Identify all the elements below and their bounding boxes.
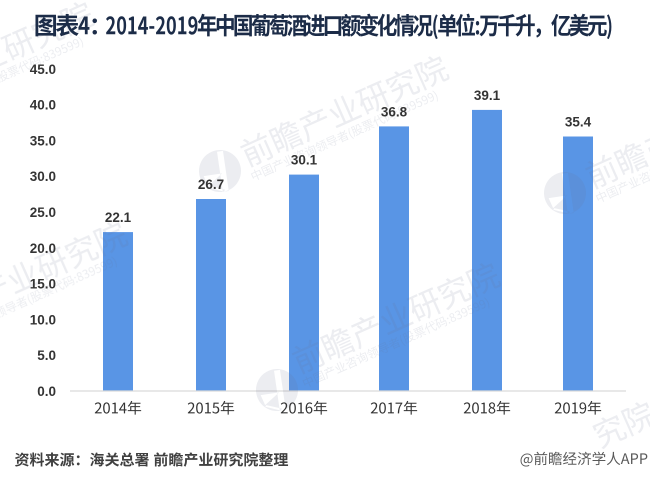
svg-text:10.0: 10.0 [30,312,56,327]
svg-text:36.8: 36.8 [381,104,408,119]
svg-text:22.1: 22.1 [105,210,132,225]
svg-text:35.4: 35.4 [565,115,592,130]
svg-text:20.0: 20.0 [30,241,56,256]
svg-text:30.1: 30.1 [291,153,318,168]
svg-text:26.7: 26.7 [198,177,224,192]
svg-text:39.1: 39.1 [474,88,501,103]
svg-text:35.0: 35.0 [30,134,56,149]
svg-text:0.0: 0.0 [37,384,56,399]
svg-text:5.0: 5.0 [37,348,56,363]
svg-text:15.0: 15.0 [30,277,56,292]
svg-text:25.0: 25.0 [30,205,56,220]
svg-text:30.0: 30.0 [30,169,56,184]
svg-text:40.0: 40.0 [30,98,56,113]
svg-text:45.0: 45.0 [30,62,56,77]
